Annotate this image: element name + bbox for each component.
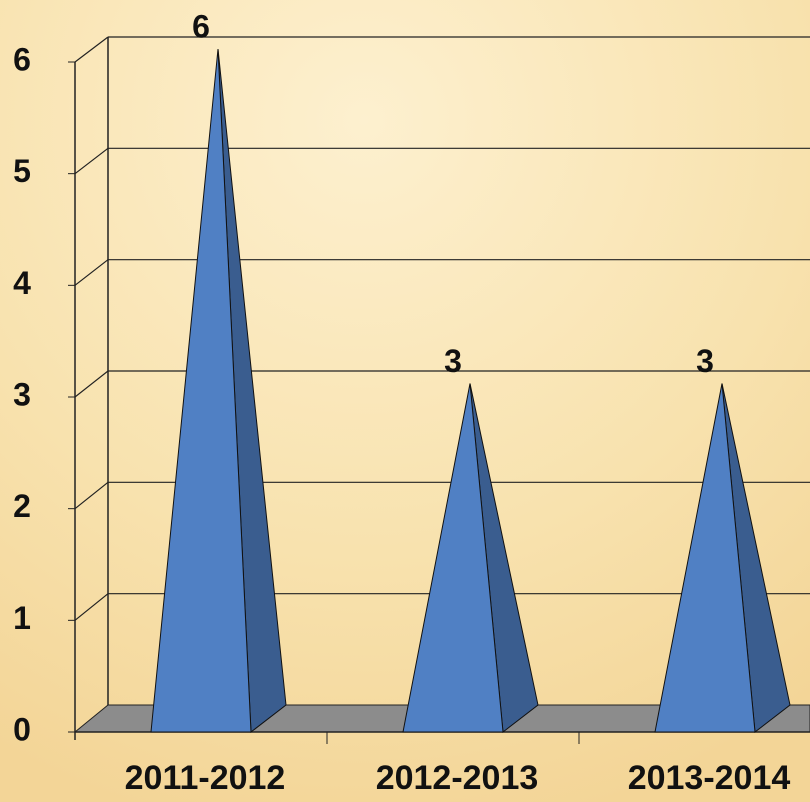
x-tick-label: 2012-2013 xyxy=(376,759,539,797)
y-tick-label: 5 xyxy=(13,153,31,189)
data-label: 3 xyxy=(444,343,462,379)
y-tick-label: 3 xyxy=(13,376,31,412)
x-tick-label: 2011-2012 xyxy=(125,759,286,797)
chart: 0 1 2 3 4 5 6 2011-2012 6 2012-2013 3 2013-2014 3 xyxy=(0,0,810,802)
y-tick-label: 4 xyxy=(13,265,31,301)
y-tick-label: 1 xyxy=(13,600,31,636)
x-tick-label: 2013-2014 xyxy=(628,759,791,797)
data-label: 6 xyxy=(192,8,210,44)
y-tick-label: 2 xyxy=(13,488,31,524)
y-tick-label: 6 xyxy=(13,41,31,77)
y-tick-label: 0 xyxy=(13,711,31,747)
data-label: 3 xyxy=(696,343,714,379)
